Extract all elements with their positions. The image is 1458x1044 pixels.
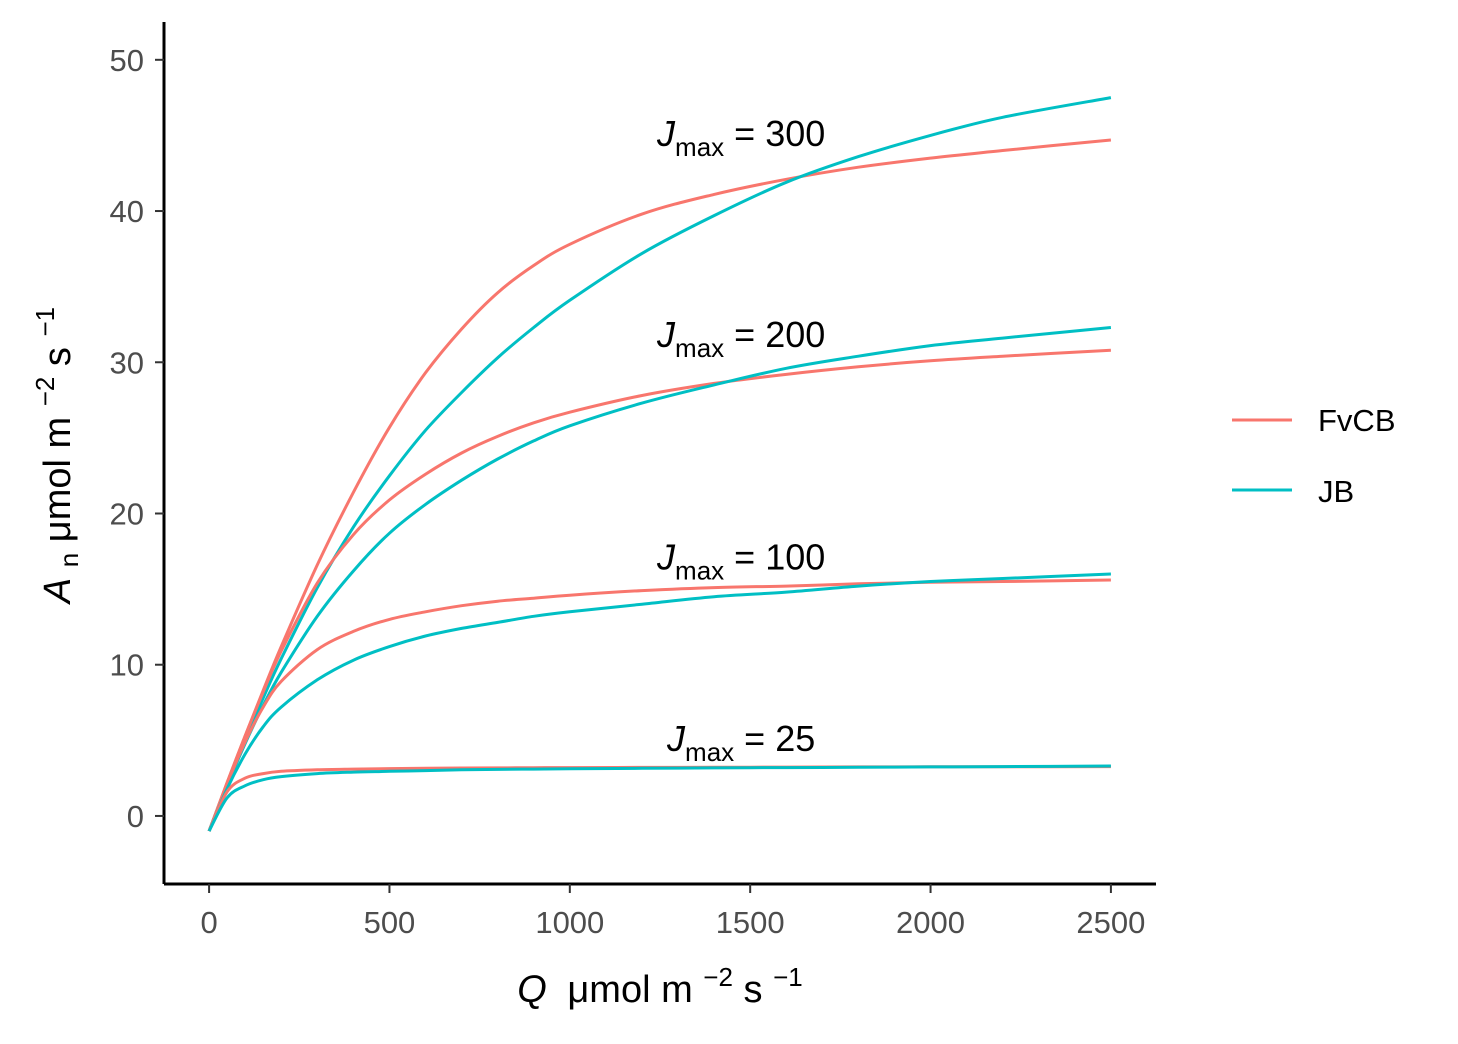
series-line-jb-jmax-100 — [207, 572, 1111, 832]
jmax-annotation: Jmax = 100 — [656, 536, 825, 585]
x-axis-var: Q — [517, 969, 547, 1011]
axes-layer — [162, 22, 1156, 886]
y-ticks: 0 10 20 30 40 50 — [110, 43, 164, 834]
x-axis-exp2: −1 — [773, 962, 803, 992]
y-axis-sub: n — [54, 553, 84, 567]
x-axis-exp1: −2 — [703, 962, 733, 992]
x-axis-title: Q μmol m −2 s −1 — [517, 953, 802, 1011]
series-layer — [207, 96, 1112, 832]
jmax-annotation: Jmax = 300 — [656, 113, 825, 162]
x-tick-label: 2000 — [896, 905, 965, 940]
series-line-jb-jmax-25 — [207, 764, 1111, 832]
annotations: Jmax = 300 Jmax = 200 Jmax = 100 Jmax = 25 — [656, 113, 825, 767]
x-ticks: 0 500 1000 1500 2000 2500 — [200, 884, 1145, 940]
legend: FvCB JB — [1232, 403, 1396, 509]
x-tick-label: 2500 — [1076, 905, 1145, 940]
series-line-fvcb-jmax-200 — [207, 348, 1111, 832]
series-line-jb-jmax-200 — [207, 326, 1112, 832]
y-tick-label: 10 — [110, 648, 144, 683]
x-tick-label: 1500 — [716, 905, 785, 940]
legend-label-fvcb: FvCB — [1318, 403, 1396, 438]
y-tick-label: 30 — [110, 345, 144, 380]
x-axis-unit-s: s — [744, 969, 763, 1011]
x-tick-label: 0 — [200, 905, 217, 940]
y-axis-exp1: −2 — [30, 377, 60, 407]
y-tick-label: 50 — [110, 43, 144, 78]
y-axis-title: A n μmol m −2 s −1 — [21, 307, 87, 605]
y-tick-label: 40 — [110, 194, 144, 229]
y-tick-label: 20 — [110, 496, 144, 531]
x-tick-label: 1000 — [535, 905, 604, 940]
legend-label-jb: JB — [1318, 474, 1354, 509]
series-line-fvcb-jmax-100 — [207, 578, 1111, 832]
x-tick-label: 500 — [364, 905, 416, 940]
y-axis-unit-s: s — [37, 347, 79, 366]
y-axis-exp2: −1 — [30, 307, 60, 337]
jmax-annotation: Jmax = 200 — [656, 314, 825, 363]
y-axis-unit: μmol m — [37, 417, 79, 542]
series-line-jb-jmax-300 — [207, 96, 1112, 832]
jmax-annotation: Jmax = 25 — [666, 718, 815, 767]
y-tick-label: 0 — [127, 799, 144, 834]
y-axis-var: A — [37, 578, 79, 605]
x-axis-unit: μmol m — [567, 969, 692, 1011]
